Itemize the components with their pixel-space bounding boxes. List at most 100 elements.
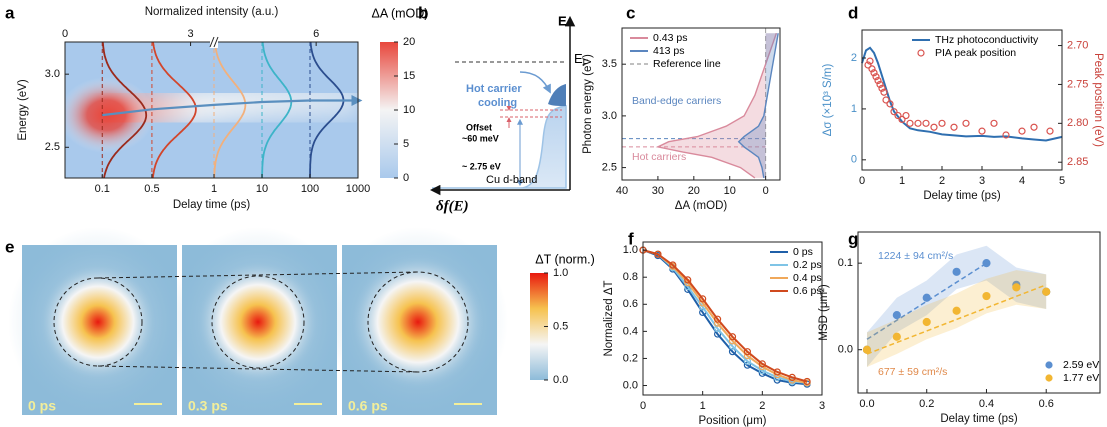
tick-label: 0.0 xyxy=(859,398,874,410)
cooling-label: cooling xyxy=(478,97,517,109)
tick-label: 0.6 xyxy=(1039,398,1054,410)
spectrum xyxy=(261,42,293,178)
legend-label: 0.6 ps xyxy=(793,285,822,297)
annotation: 677 ± 59 cm²/s xyxy=(878,366,947,378)
tick-label: 0.2 xyxy=(623,352,638,364)
panel-letter: e xyxy=(5,237,14,256)
fit-line xyxy=(866,284,1047,355)
legend-label: 0.43 ps xyxy=(653,32,687,44)
series-line xyxy=(737,33,779,179)
tick-label: 10 xyxy=(256,183,268,195)
image-label: 0 ps xyxy=(28,398,56,414)
tick-label: 2.5 xyxy=(602,161,617,173)
image-label: 0.3 ps xyxy=(188,398,228,414)
panel-letter: d xyxy=(848,3,858,22)
axis-break xyxy=(210,36,218,48)
image-spot xyxy=(38,262,158,382)
axis-label: Photon energy (eV) xyxy=(582,54,594,154)
data-point xyxy=(684,276,692,284)
data-point xyxy=(864,61,872,69)
data-point xyxy=(962,119,970,127)
data-point xyxy=(728,333,737,341)
tick-label: 1 xyxy=(851,103,857,115)
tick-label: 1000 xyxy=(346,183,370,195)
legend-label: THz photoconductivity xyxy=(935,34,1039,46)
tick-label: 2.85 xyxy=(1067,156,1088,168)
peak-line xyxy=(102,95,363,117)
legend-marker xyxy=(917,49,925,57)
data-point xyxy=(669,261,677,269)
data-point xyxy=(906,119,914,127)
axis-label: Delay time (ps) xyxy=(173,199,250,211)
data-point xyxy=(938,119,946,127)
data-point xyxy=(930,123,938,131)
series-line xyxy=(642,249,808,386)
tick-label: 1.0 xyxy=(623,244,638,256)
axis-label: Normalized intensity (a.u.) xyxy=(145,6,279,18)
data-point xyxy=(882,96,890,104)
data-point xyxy=(874,76,882,85)
data-point xyxy=(892,310,901,320)
tick-label: 2 xyxy=(851,52,857,64)
data-point xyxy=(886,100,894,108)
tick-label: 1 xyxy=(700,400,706,412)
axis-label: Normalized ΔT xyxy=(603,280,615,356)
annotation: Band-edge carriers xyxy=(632,95,721,107)
data-point xyxy=(803,377,811,386)
series-line xyxy=(642,249,808,383)
legend-label: 2.59 eV xyxy=(1063,359,1099,371)
data-point xyxy=(922,119,930,127)
tick-label: 15 xyxy=(403,70,415,82)
axes-frame xyxy=(621,27,781,181)
tick-label: 0.8 xyxy=(623,271,638,283)
axis-label: Peak position (eV) xyxy=(1092,53,1104,147)
tick-label: 0 xyxy=(62,28,68,40)
colorbar-title: ΔA (mOD) xyxy=(372,6,429,20)
data-point xyxy=(1042,287,1051,296)
tick-label: 3 xyxy=(819,400,825,412)
uncertainty-band xyxy=(867,245,1047,367)
axes-frame xyxy=(861,29,1063,171)
tick-label: 0 xyxy=(763,185,769,197)
tick-label: 0.1 xyxy=(95,183,110,195)
tick-label: 2 xyxy=(939,175,945,187)
panel-letter: c xyxy=(626,3,635,22)
data-point xyxy=(713,315,722,323)
spectrum xyxy=(152,42,197,178)
hot-carrier-bump xyxy=(548,84,566,106)
fermi-label: EF xyxy=(574,51,589,68)
tick-label: 3.0 xyxy=(602,110,617,122)
tick-label: 2 xyxy=(759,400,765,412)
spectrum xyxy=(309,42,345,178)
data-point xyxy=(1018,127,1026,135)
tick-label: 0.4 xyxy=(979,398,994,410)
axis-break-mark xyxy=(209,36,215,48)
image-label: 0.6 ps xyxy=(348,398,388,414)
data-point xyxy=(952,306,961,315)
data-point xyxy=(1030,123,1038,131)
cooling-label: Hot carrier xyxy=(466,83,522,95)
tick-label: 10 xyxy=(724,185,736,197)
data-point xyxy=(1012,283,1021,292)
data-point xyxy=(982,291,991,301)
heatmap xyxy=(65,42,358,178)
legend-label: Reference line xyxy=(653,58,721,70)
data-point xyxy=(654,250,662,258)
tick-label: 1 xyxy=(211,183,217,195)
legend-marker xyxy=(1045,361,1053,369)
guide-line xyxy=(97,365,419,373)
colorbar-title: ΔT (norm.) xyxy=(535,252,595,266)
legend-marker xyxy=(1045,374,1053,382)
data-point xyxy=(876,80,884,89)
offset-label: ~60 meV xyxy=(462,133,499,143)
panel-letter: b xyxy=(418,3,428,22)
image-spot xyxy=(195,259,321,385)
annotation: Hot carriers xyxy=(632,151,686,163)
axis-label: Delay time (ps) xyxy=(923,190,1000,202)
colorbar xyxy=(380,42,398,178)
axis-label: ΔA (mOD) xyxy=(675,200,728,212)
d-band-occupation xyxy=(432,105,567,189)
tick-label: 0 xyxy=(851,154,857,166)
legend-label: 0.2 ps xyxy=(793,259,822,271)
axes-frame xyxy=(642,241,823,396)
